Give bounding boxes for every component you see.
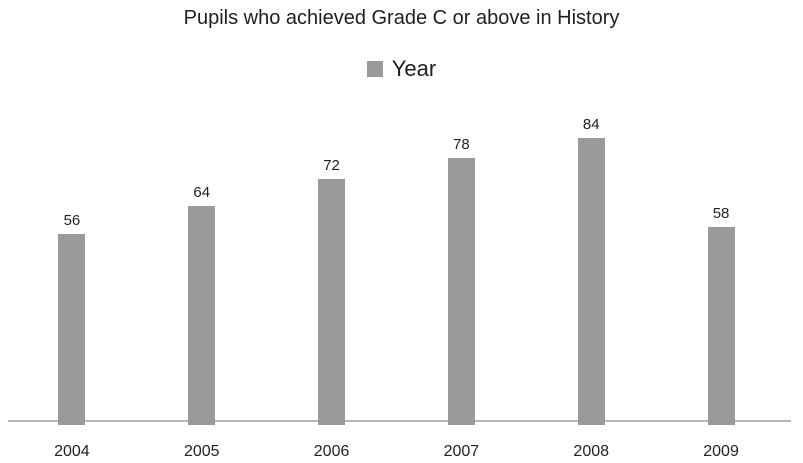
x-tick-label-2009: 2009: [703, 443, 739, 460]
bar-2005: [188, 206, 216, 425]
bar-2007: [447, 158, 475, 425]
legend: Year: [0, 56, 803, 82]
bar-2006: [318, 179, 346, 425]
bar-value-label: 56: [63, 212, 81, 229]
x-tick-label-2008: 2008: [573, 443, 610, 460]
bar-column-2008: 84 2008: [526, 107, 656, 460]
x-tick-label-2007: 2007: [443, 443, 480, 460]
bar-column-2007: 78 2007: [396, 107, 526, 460]
x-tick-label-2004: 2004: [54, 443, 90, 460]
bar-value-label: 84: [582, 116, 600, 133]
bar-2008: [577, 138, 605, 425]
x-tick-label-2006: 2006: [313, 443, 350, 460]
bar-value-label: 64: [193, 184, 211, 201]
bar-2009: [707, 227, 735, 425]
bar-column-2004: 56 2004: [7, 107, 137, 460]
legend-swatch-icon: [366, 61, 383, 77]
x-axis-line: [8, 420, 791, 422]
bar-column-2009: 58 2009: [656, 107, 786, 460]
bar-column-2006: 72 2006: [267, 107, 397, 460]
bar-value-label: 78: [453, 136, 470, 153]
x-tick-label-2005: 2005: [183, 443, 220, 460]
legend-label: Year: [391, 56, 437, 81]
plot-area: 56 2004 64 2005 72 2006 78 2007 84 2008 58 2009: [7, 107, 786, 460]
bar-column-2005: 64 2005: [137, 107, 267, 460]
chart-title: Pupils who achieved Grade C or above in …: [183, 7, 620, 29]
bar-value-label: 58: [712, 205, 730, 222]
bar-value-label: 72: [323, 157, 340, 174]
bar-2004: [58, 234, 86, 425]
